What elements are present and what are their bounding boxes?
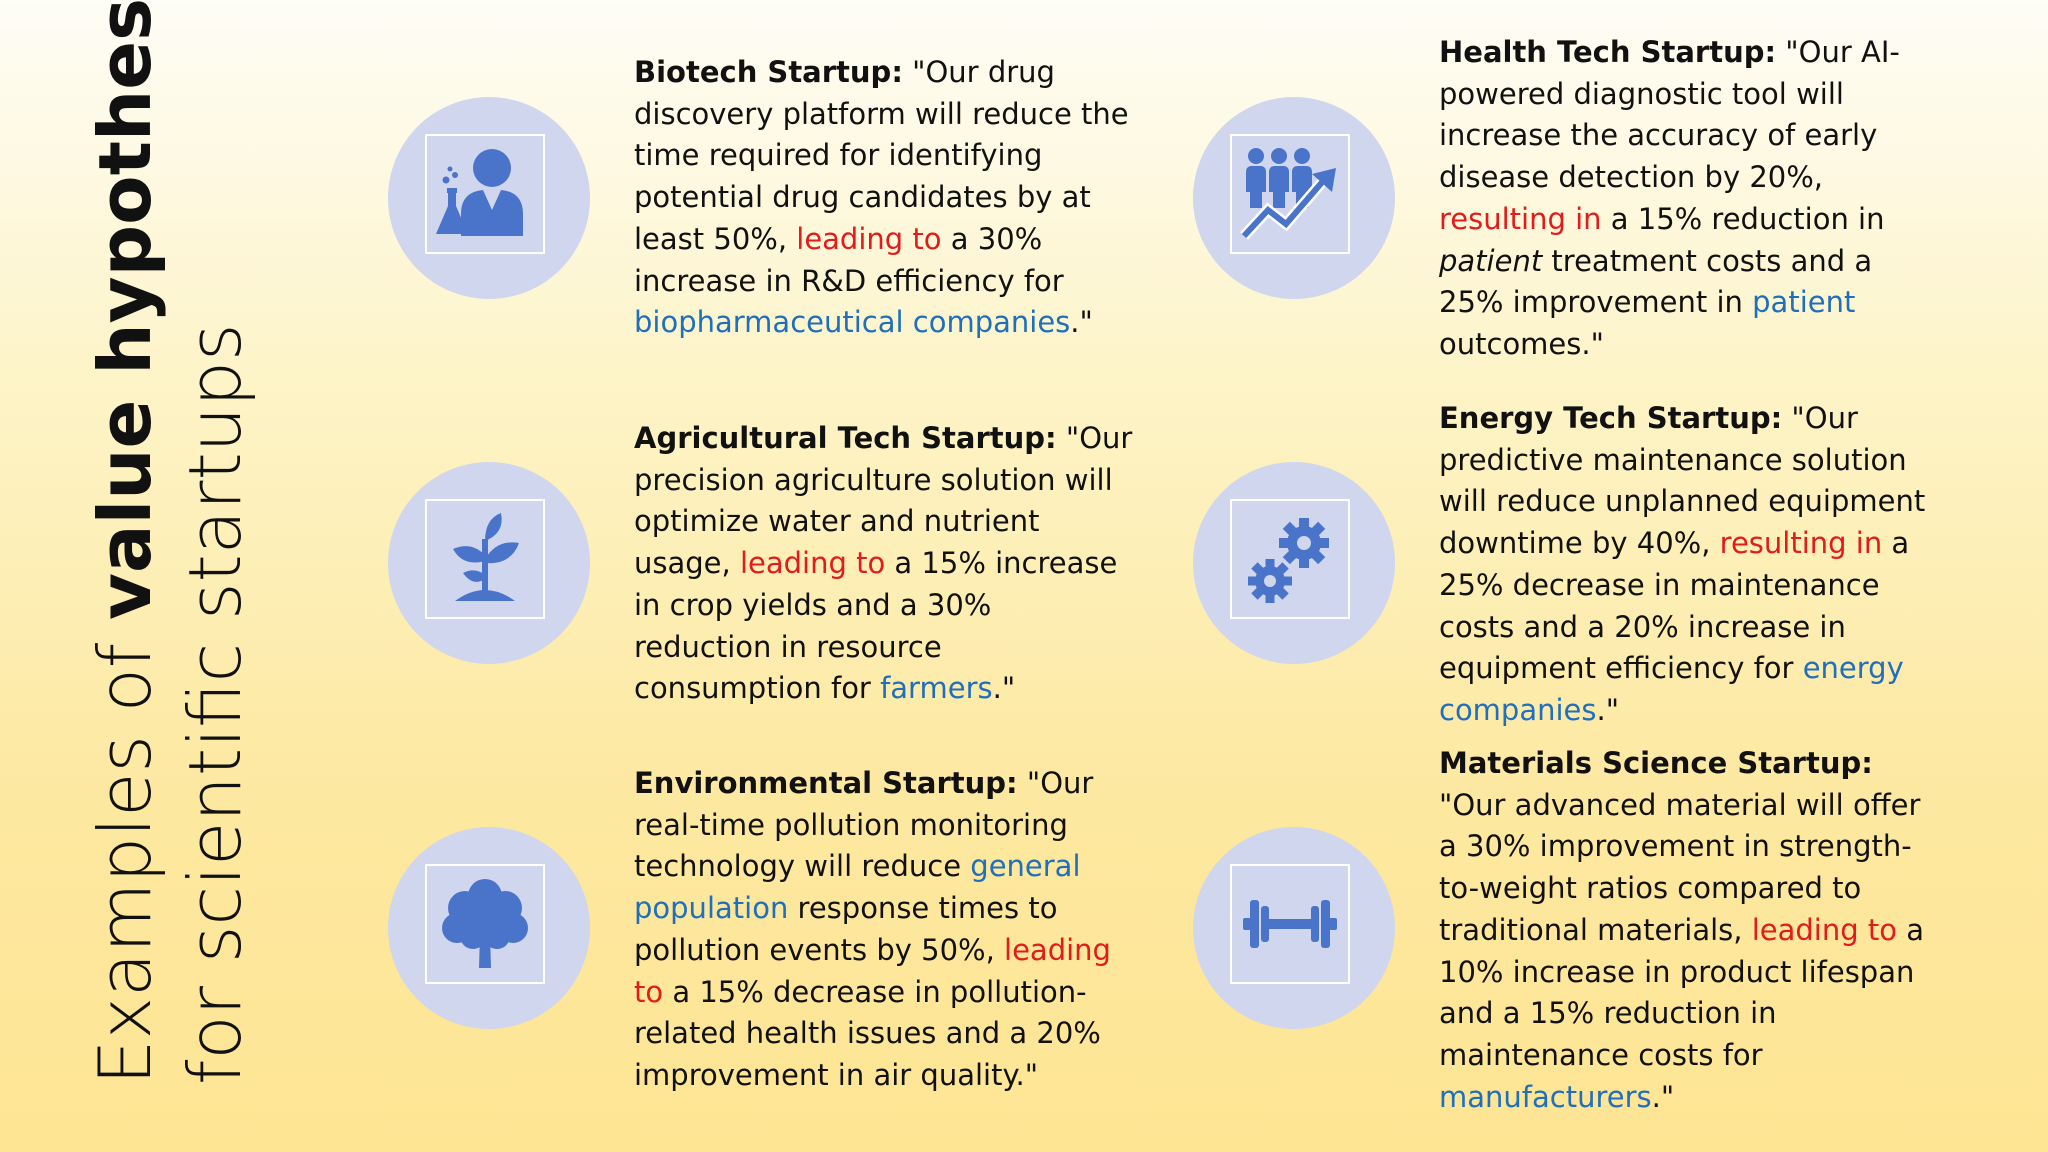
- healthtech-icon-circle: [1193, 97, 1395, 299]
- biotech-icon-circle: [388, 97, 590, 299]
- environmental-text-3: a 15% decrease in pollution-related heal…: [634, 974, 1101, 1092]
- energytech-text-1: "Our predictive maintenance solution wil…: [1439, 401, 1926, 561]
- healthtech-italic-patient: patient: [1439, 243, 1543, 278]
- materials-text-2: a 10% increase in product lifespan and a…: [1439, 912, 1924, 1072]
- environmental-icon-circle: [388, 827, 590, 1029]
- biotech-text-3: .": [1070, 305, 1093, 340]
- environmental-text-1: "Our real-time pollution monitoring tech…: [634, 766, 1094, 884]
- title-bold: value hypotheses: [83, 0, 167, 620]
- agritech-icon-circle: [388, 462, 590, 664]
- energytech-customer: energy companies: [1439, 651, 1904, 727]
- title-line-1: Examples of value hypotheses: [80, 0, 170, 1085]
- materials-icon-circle: [1193, 827, 1395, 1029]
- energytech-icon-frame: [1230, 499, 1350, 619]
- agritech-heading: Agricultural Tech Startup:: [634, 421, 1057, 455]
- biotech-link-phrase: leading to: [796, 221, 942, 256]
- environmental-icon-frame: [425, 864, 545, 984]
- healthtech-text-3: treatment costs and a 25% improvement in: [1439, 243, 1873, 320]
- environmental-hypothesis: Environmental Startup: "Our real-time po…: [634, 763, 1134, 1097]
- scientist-flask-icon: [436, 149, 523, 236]
- title-line-2: for scientific startups: [173, 323, 257, 1085]
- materials-link-phrase: leading to: [1751, 912, 1897, 947]
- agritech-customer: farmers: [880, 671, 993, 706]
- agritech-text-1: "Our precision agriculture solution will…: [634, 421, 1133, 581]
- slide-title-rotated: Examples of value hypotheses for scienti…: [80, 0, 260, 1085]
- healthtech-link-phrase: resulting in: [1439, 201, 1602, 236]
- people-growth-arrow-icon: [1240, 148, 1336, 240]
- healthtech-text-1: "Our AI-powered diagnostic tool will inc…: [1439, 35, 1900, 195]
- biotech-text-2: a 30% increase in R&D efficiency for: [634, 221, 1064, 298]
- materials-hypothesis: Materials Science Startup: "Our advanced…: [1439, 743, 1929, 1118]
- tree-icon: [442, 879, 528, 968]
- biotech-icon-frame: [425, 134, 545, 254]
- energytech-text-3: .": [1596, 692, 1620, 727]
- environmental-customer: general population: [634, 849, 1081, 926]
- sprout-plant-icon: [453, 513, 519, 601]
- energytech-hypothesis: Energy Tech Startup: "Our predictive mai…: [1439, 398, 1929, 732]
- biotech-heading: Biotech Startup:: [634, 55, 903, 89]
- agritech-hypothesis: Agricultural Tech Startup: "Our precisio…: [634, 418, 1134, 710]
- healthtech-text-4: outcomes.": [1439, 326, 1604, 361]
- materials-heading: Materials Science Startup:: [1439, 746, 1873, 780]
- environmental-link-phrase: leading to: [634, 932, 1111, 1009]
- environmental-heading: Environmental Startup:: [634, 766, 1018, 800]
- energytech-link-phrase: resulting in: [1719, 526, 1883, 561]
- dumbbell-icon: [1243, 900, 1337, 948]
- materials-icon-frame: [1230, 864, 1350, 984]
- energytech-text-2: a 25% decrease in maintenance costs and …: [1439, 526, 1910, 686]
- materials-text-3: .": [1651, 1079, 1675, 1114]
- biotech-hypothesis: Biotech Startup: "Our drug discovery pla…: [634, 52, 1134, 344]
- healthtech-heading: Health Tech Startup:: [1439, 35, 1777, 69]
- materials-customer: manufacturers: [1439, 1079, 1652, 1114]
- agritech-text-2: a 15% increase in crop yields and a 30% …: [634, 546, 1118, 706]
- energytech-icon-circle: [1193, 462, 1395, 664]
- biotech-text-1: "Our drug discovery platform will reduce…: [634, 55, 1129, 256]
- energytech-heading: Energy Tech Startup:: [1439, 401, 1783, 435]
- biotech-customer: biopharmaceutical companies: [634, 305, 1071, 340]
- gears-icon: [1248, 518, 1329, 603]
- healthtech-text-2: a 15% reduction in: [1601, 201, 1885, 236]
- environmental-text-2: response times to pollution events by 50…: [634, 891, 1058, 967]
- healthtech-customer: patient: [1752, 285, 1856, 320]
- agritech-text-3: .": [992, 671, 1016, 706]
- agritech-link-phrase: leading to: [739, 546, 886, 581]
- agritech-icon-frame: [425, 499, 545, 619]
- healthtech-icon-frame: [1230, 134, 1350, 254]
- healthtech-hypothesis: Health Tech Startup: "Our AI-powered dia…: [1439, 32, 1929, 366]
- title-prefix: Examples of: [83, 619, 167, 1085]
- materials-text-1: "Our advanced material will offer a 30% …: [1439, 787, 1921, 947]
